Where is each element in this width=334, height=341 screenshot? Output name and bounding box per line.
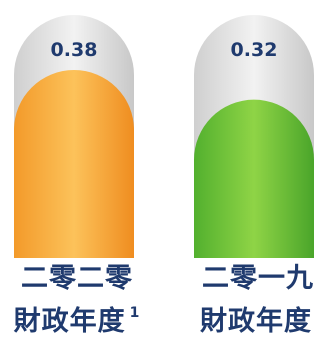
category-label-line1: 二零二零 — [21, 263, 133, 294]
category-label-line1: 二零一九 — [202, 263, 314, 294]
category-label-line2: 財政年度 — [200, 306, 312, 337]
category-label-fy2019: 二零一九 財政年度 — [183, 262, 333, 339]
category-label-line2: 財政年度 — [13, 306, 126, 337]
category-label-fy2020: 二零二零 財政年度 1 — [2, 262, 152, 339]
bar-group: 0.38 — [14, 15, 134, 258]
bar-group: 0.32 — [194, 15, 314, 258]
footnote-marker: 1 — [129, 305, 141, 321]
bars-layer: 0.38 0.32 — [14, 15, 314, 258]
bar — [14, 70, 134, 258]
value-label: 0.38 — [51, 39, 98, 61]
bar — [194, 99, 314, 258]
value-label: 0.32 — [231, 39, 278, 61]
